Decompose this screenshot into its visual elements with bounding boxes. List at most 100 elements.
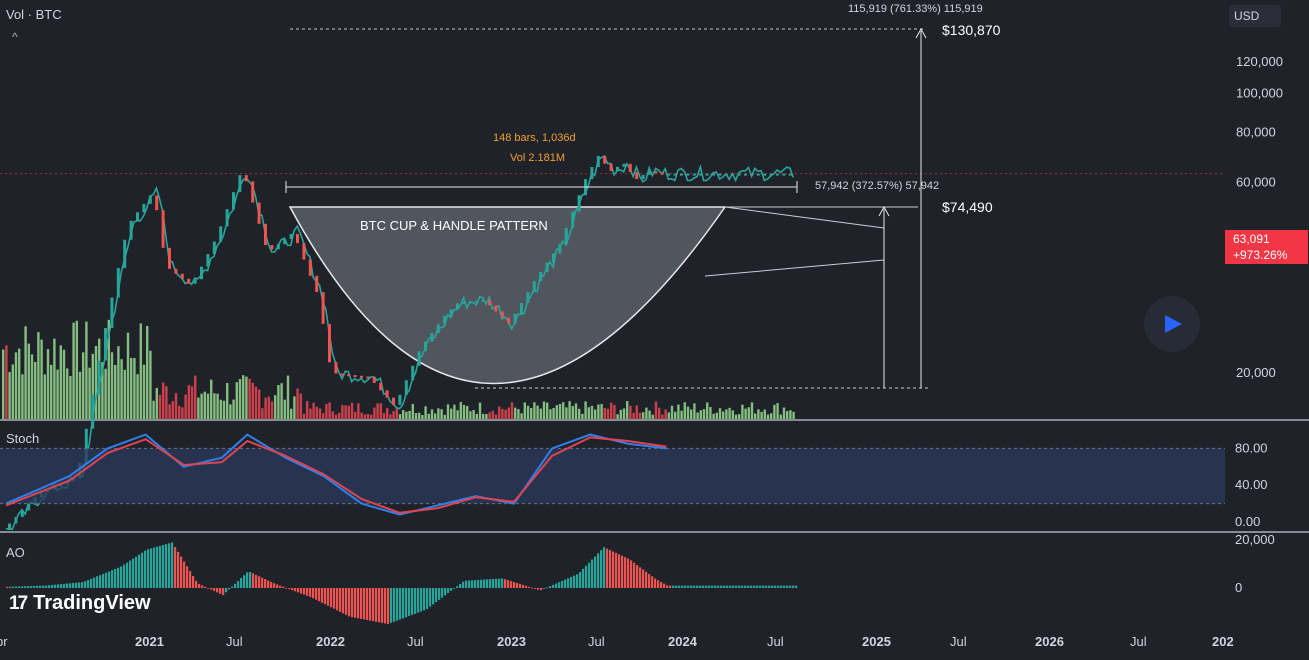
- ao-bar: [378, 588, 381, 623]
- volume-bar: [72, 322, 75, 419]
- ao-bar: [42, 585, 45, 588]
- time-tick-label: Jul: [1130, 634, 1147, 649]
- price-candle: [360, 375, 363, 378]
- volume-bar: [293, 396, 296, 419]
- ao-bar: [543, 588, 546, 589]
- volume-bar: [622, 408, 626, 419]
- volume-bar: [306, 401, 309, 419]
- ao-bar: [720, 585, 723, 588]
- price-candle: [436, 324, 440, 334]
- volume-bar: [661, 414, 664, 419]
- volume-bar: [50, 364, 53, 419]
- ao-bar: [84, 581, 87, 588]
- volume-bar: [472, 409, 475, 419]
- ao-bar: [699, 585, 702, 588]
- ao-bar: [663, 583, 666, 588]
- price-candle: [97, 360, 101, 395]
- collapse-chevron-icon[interactable]: ^: [12, 30, 18, 44]
- volume-bar: [613, 404, 616, 419]
- volume-bar: [600, 404, 603, 419]
- ao-bar: [270, 581, 273, 588]
- ao-bar: [624, 557, 627, 588]
- volume-bar: [302, 413, 306, 419]
- volume-bar: [270, 401, 274, 419]
- price-candle: [628, 163, 632, 173]
- volume-bar: [667, 412, 670, 419]
- ao-bar: [333, 588, 336, 609]
- ao-bar: [411, 588, 414, 615]
- ao-bar: [627, 558, 630, 588]
- ao-bar: [162, 544, 165, 588]
- ao-bar: [603, 547, 606, 588]
- volume-bar: [651, 414, 654, 419]
- ao-bar: [138, 554, 141, 588]
- volume-bar: [363, 414, 366, 419]
- ao-bar: [315, 588, 318, 600]
- ao-bar: [123, 564, 126, 588]
- price-candle: [123, 239, 127, 269]
- ao-bar: [612, 551, 615, 588]
- volume-bar: [325, 403, 328, 419]
- price-candle: [449, 309, 453, 316]
- ao-bar: [81, 582, 84, 588]
- volume-bar: [789, 410, 792, 419]
- ao-bar: [12, 586, 15, 588]
- price-candle: [180, 273, 184, 279]
- ao-bar: [342, 588, 345, 614]
- ao-bar: [180, 556, 183, 588]
- price-candle: [340, 373, 344, 376]
- ao-bar: [195, 580, 198, 588]
- volume-bar: [222, 400, 226, 419]
- volume-bar: [75, 320, 78, 419]
- ao-bar: [51, 584, 54, 588]
- price-candle: [27, 503, 31, 511]
- volume-bar: [315, 406, 318, 419]
- price-candle: [475, 300, 479, 303]
- volume-bar: [139, 323, 142, 419]
- ao-bar: [27, 586, 30, 588]
- volume-bar: [450, 408, 453, 419]
- volume-bar: [130, 357, 133, 419]
- play-replay-button[interactable]: [1144, 296, 1200, 352]
- price-candle: [699, 173, 703, 176]
- time-tick-label: Jul: [226, 634, 243, 649]
- price-candle: [398, 394, 402, 405]
- volume-bar: [782, 407, 786, 419]
- ao-bar: [537, 588, 540, 590]
- price-change: +973.26%: [1233, 248, 1288, 262]
- price-candle: [136, 212, 139, 221]
- volume-bar: [523, 402, 526, 419]
- volume-bar: [24, 326, 27, 419]
- price-candle: [244, 175, 248, 182]
- price-candle: [788, 173, 792, 176]
- volume-bar: [248, 378, 251, 419]
- volume-bar: [82, 352, 85, 419]
- volume-bar: [8, 372, 11, 419]
- ao-bar: [618, 554, 621, 588]
- currency-button[interactable]: USD: [1229, 5, 1281, 27]
- stoch-tick-label: 80.00: [1235, 440, 1268, 455]
- volume-bar: [434, 413, 437, 419]
- ao-bar: [744, 585, 747, 588]
- ao-bar: [708, 585, 711, 588]
- time-tick-label: 2022: [316, 634, 345, 649]
- volume-bar: [149, 350, 152, 419]
- arrow-head: [915, 27, 927, 39]
- volume-bar: [296, 388, 299, 419]
- ao-bar: [231, 586, 234, 588]
- ao-bar: [732, 585, 735, 588]
- ao-bar: [321, 588, 324, 603]
- volume-bar: [571, 406, 574, 419]
- volume-bar: [792, 411, 795, 419]
- ao-bar: [576, 574, 579, 588]
- price-candle: [174, 268, 178, 274]
- volume-bar: [491, 410, 494, 419]
- volume-bar: [370, 414, 373, 419]
- ao-bar: [669, 585, 672, 588]
- price-candle: [718, 173, 722, 176]
- ao-bar: [285, 587, 288, 589]
- price-candle: [603, 155, 607, 164]
- ao-bar: [780, 585, 783, 588]
- ao-bar: [570, 576, 573, 588]
